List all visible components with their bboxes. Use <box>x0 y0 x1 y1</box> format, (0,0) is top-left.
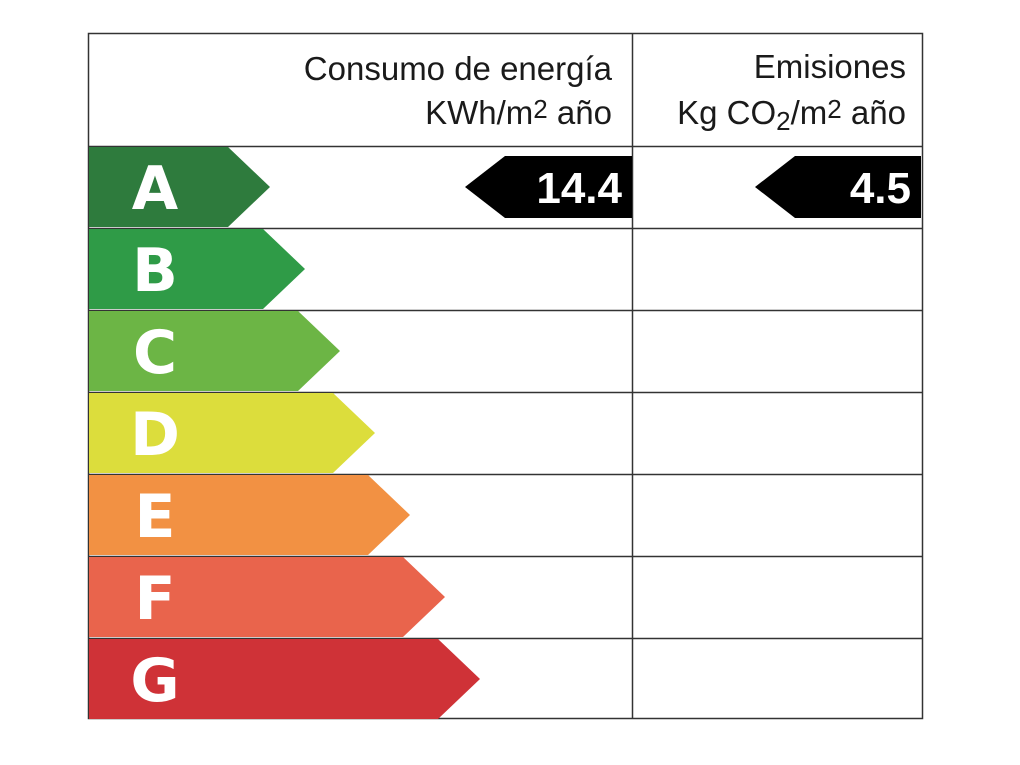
unit-part: 2 <box>776 106 790 136</box>
indicator-arrow <box>465 156 632 218</box>
rating-arrow <box>89 639 480 719</box>
rating-letter: C <box>133 318 177 388</box>
indicator-value: 4.5 <box>850 164 911 213</box>
unit-part: 2 <box>533 94 547 124</box>
rating-letter: A <box>132 154 179 224</box>
unit-part: año <box>548 94 612 131</box>
unit-part: /m <box>791 94 828 131</box>
unit-part: año <box>842 94 906 131</box>
rating-arrow <box>89 311 340 391</box>
energy-unit: KWh/m2 año <box>425 94 612 131</box>
unit-part: 2 <box>827 94 841 124</box>
rating-letter: F <box>135 564 176 634</box>
rating-letter: B <box>132 236 178 306</box>
emissions-unit: Kg CO2/m2 año <box>677 94 906 136</box>
rating-letter: E <box>135 482 176 552</box>
rating-arrow <box>89 557 445 637</box>
rating-letter: G <box>130 646 179 716</box>
rating-letter: D <box>130 400 180 470</box>
rating-arrow <box>89 147 270 227</box>
energy-title: Consumo de energía <box>304 50 613 87</box>
rating-arrow <box>89 393 375 473</box>
indicator-arrow <box>755 156 921 218</box>
frame <box>87 32 924 720</box>
emissions-title: Emisiones <box>754 48 906 85</box>
unit-part: Kg CO <box>677 94 776 131</box>
rating-arrow <box>89 475 410 555</box>
unit-part: KWh/m <box>425 94 533 131</box>
indicator-value: 14.4 <box>536 164 622 213</box>
rating-arrow <box>89 229 305 309</box>
